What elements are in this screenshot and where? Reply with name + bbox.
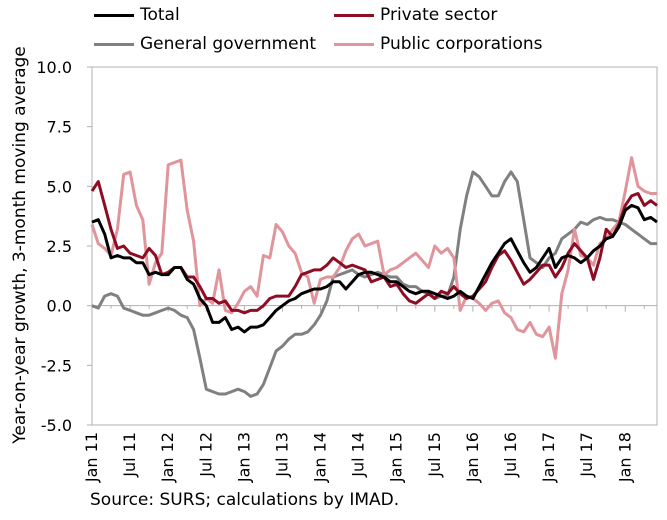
- y-tick-label: 5.0: [47, 177, 72, 196]
- legend-label-public-corporations: Public corporations: [380, 34, 543, 54]
- series-line-total: [91, 203, 658, 334]
- y-axis: 10.0 7.5 5.0 2.5 0.0 -2.5 -5.0: [36, 58, 92, 435]
- x-tick-label: Jul 15: [425, 432, 444, 478]
- x-tick-label: Jan 11: [82, 432, 101, 483]
- legend-item-private-sector: Private sector: [334, 5, 497, 25]
- x-tick-label: Jul 14: [349, 432, 368, 478]
- y-tick-label: 2.5: [47, 237, 72, 256]
- x-tick-label: Jan 15: [387, 432, 406, 483]
- x-tick-label: Jan 14: [311, 432, 330, 483]
- x-tick-label: Jul 13: [272, 432, 291, 478]
- series-line-private-sector: [90, 180, 658, 315]
- series-line-public-corporations: [90, 156, 657, 360]
- legend-swatch-general-government: [94, 42, 134, 46]
- x-tick-label: Jan 17: [539, 432, 558, 483]
- y-tick-label: 0.0: [47, 297, 72, 316]
- series-lines: [90, 156, 658, 398]
- x-tick-label: Jan 13: [234, 432, 253, 483]
- x-tick-label: Jan 12: [158, 432, 177, 483]
- legend-label-total: Total: [140, 5, 180, 25]
- series-line-general-government: [91, 170, 657, 398]
- x-tick-label: Jul 16: [501, 432, 520, 478]
- legend-item-total: Total: [94, 5, 180, 25]
- source-note: Source: SURS; calculations by IMAD.: [90, 490, 400, 510]
- legend-swatch-private-sector: [334, 13, 374, 17]
- x-tick-label: Jan 16: [463, 432, 482, 483]
- x-tick-label: Jan 18: [615, 432, 634, 483]
- legend-label-private-sector: Private sector: [380, 5, 498, 25]
- y-tick-label: -5.0: [41, 416, 72, 435]
- legend-item-general-government: General government: [94, 34, 316, 54]
- x-tick-label: Jul 12: [196, 432, 215, 478]
- legend-swatch-public-corporations: [334, 42, 374, 46]
- y-tick-label: 7.5: [47, 118, 72, 137]
- x-tick-label: Jul 11: [120, 432, 139, 478]
- y-axis-label: Year-on-year growth, 3-month moving aver…: [10, 46, 30, 444]
- y-tick-label: 10.0: [36, 58, 72, 77]
- y-tick-label: -2.5: [41, 356, 72, 375]
- legend-swatch-total: [94, 13, 134, 17]
- legend-label-general-government: General government: [140, 34, 317, 54]
- legend-item-public-corporations: Public corporations: [334, 34, 542, 54]
- x-axis: Jan 11 Jul 11 Jan 12 Jul 12 Jan 13 Jul 13 Jan …: [82, 305, 645, 483]
- x-tick-label: Jul 17: [577, 432, 596, 478]
